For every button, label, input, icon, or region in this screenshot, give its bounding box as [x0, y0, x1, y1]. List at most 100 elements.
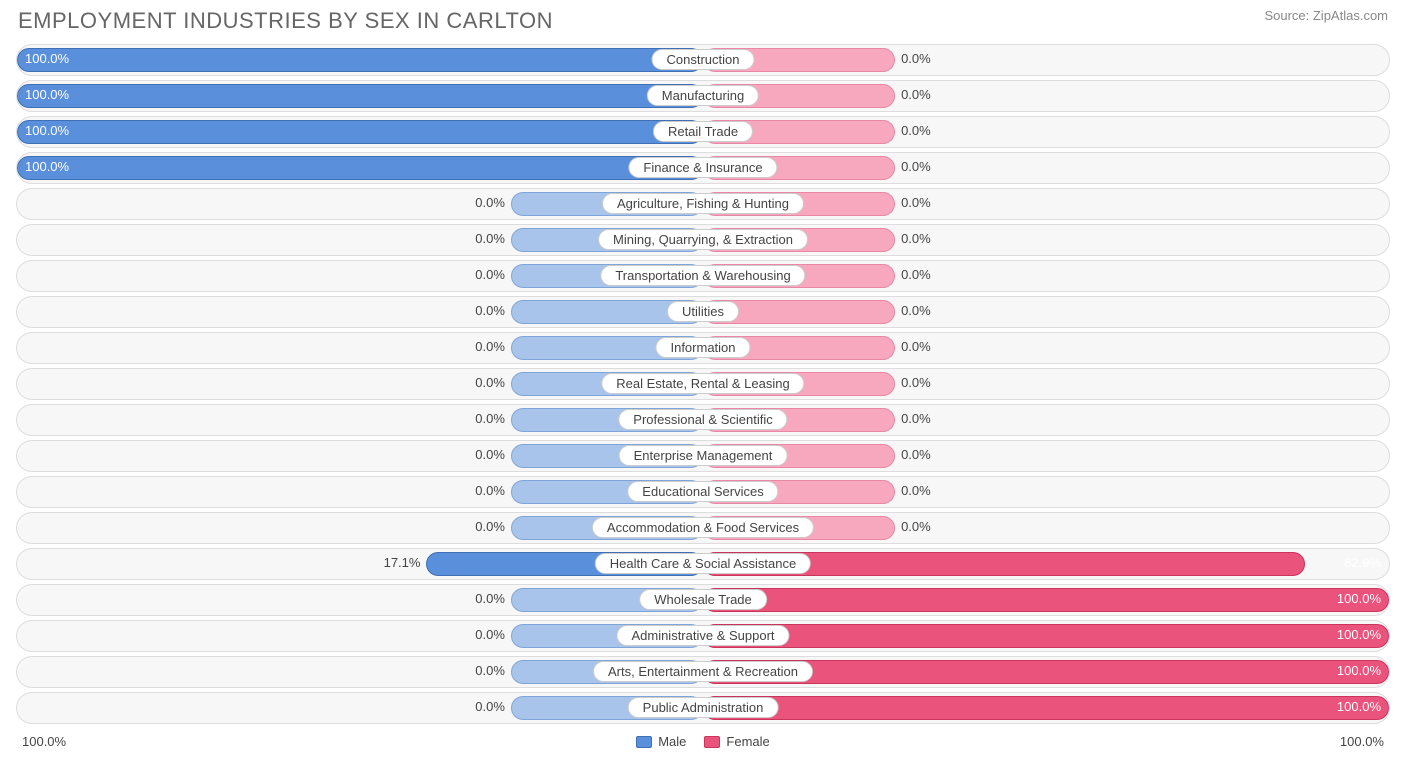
category-label: Public Administration: [628, 697, 779, 718]
female-half: 0.0%: [703, 261, 1389, 291]
chart-row: 0.0%0.0%Transportation & Warehousing: [16, 260, 1390, 292]
female-value-label: 100.0%: [1337, 663, 1381, 678]
category-label: Professional & Scientific: [618, 409, 787, 430]
female-bar: [703, 588, 1389, 612]
category-label: Information: [655, 337, 750, 358]
female-bar: [703, 624, 1389, 648]
category-label: Mining, Quarrying, & Extraction: [598, 229, 808, 250]
male-value-label: 0.0%: [475, 627, 505, 642]
male-half: 0.0%: [17, 585, 703, 615]
category-label: Administrative & Support: [616, 625, 789, 646]
female-value-label: 0.0%: [901, 519, 931, 534]
chart-row: 0.0%0.0%Real Estate, Rental & Leasing: [16, 368, 1390, 400]
chart-row: 0.0% 0.0% Accommodation & Food Services: [16, 512, 1390, 544]
diverging-bar-chart: 100.0%0.0%Construction100.0%0.0%Manufact…: [12, 44, 1394, 724]
male-value-label: 0.0%: [475, 591, 505, 606]
male-half: 100.0%: [17, 117, 703, 147]
female-value-label: 0.0%: [901, 159, 931, 174]
male-value-label: 0.0%: [475, 375, 505, 390]
male-bar: [17, 48, 703, 72]
category-label: Construction: [652, 49, 755, 70]
female-value-label: 0.0%: [901, 447, 931, 462]
category-label: Transportation & Warehousing: [600, 265, 805, 286]
male-half: 0.0%: [17, 477, 703, 507]
legend-male: Male: [636, 734, 686, 749]
chart-row: 100.0%0.0%Manufacturing: [16, 80, 1390, 112]
male-value-label: 0.0%: [475, 267, 505, 282]
chart-row: 0.0% 0.0% Mining, Quarrying, & Extraction: [16, 224, 1390, 256]
chart-row: 0.0%100.0%Arts, Entertainment & Recreati…: [16, 656, 1390, 688]
chart-row: 100.0% 0.0% Retail Trade: [16, 116, 1390, 148]
female-value-label: 0.0%: [901, 231, 931, 246]
male-half: 0.0%: [17, 405, 703, 435]
female-half: 0.0%: [703, 189, 1389, 219]
female-half: 0.0%: [703, 81, 1389, 111]
female-half: 0.0%: [703, 297, 1389, 327]
female-value-label: 100.0%: [1337, 627, 1381, 642]
male-value-label: 0.0%: [475, 519, 505, 534]
category-label: Accommodation & Food Services: [592, 517, 814, 538]
male-bar: [17, 156, 703, 180]
male-value-label: 0.0%: [475, 231, 505, 246]
female-value-label: 100.0%: [1337, 699, 1381, 714]
female-half: 0.0%: [703, 45, 1389, 75]
chart-row: 0.0% 0.0% Professional & Scientific: [16, 404, 1390, 436]
male-bar: [17, 120, 703, 144]
legend-female-label: Female: [726, 734, 769, 749]
female-value-label: 0.0%: [901, 195, 931, 210]
female-value-label: 0.0%: [901, 483, 931, 498]
category-label: Enterprise Management: [619, 445, 788, 466]
male-bar: [17, 84, 703, 108]
female-value-label: 100.0%: [1337, 591, 1381, 606]
male-value-label: 0.0%: [475, 447, 505, 462]
female-value-label: 0.0%: [901, 123, 931, 138]
chart-row: 100.0%0.0%Finance & Insurance: [16, 152, 1390, 184]
category-label: Real Estate, Rental & Leasing: [601, 373, 804, 394]
female-half: 100.0%: [703, 585, 1389, 615]
male-value-label: 0.0%: [475, 339, 505, 354]
female-swatch-icon: [704, 736, 720, 748]
chart-footer: 100.0% Male Female 100.0%: [12, 728, 1394, 749]
category-label: Arts, Entertainment & Recreation: [593, 661, 813, 682]
axis-left-label: 100.0%: [22, 734, 66, 749]
male-value-label: 0.0%: [475, 303, 505, 318]
female-value-label: 0.0%: [901, 411, 931, 426]
chart-row: 0.0% 100.0% Public Administration: [16, 692, 1390, 724]
female-half: 0.0%: [703, 333, 1389, 363]
male-half: 0.0%: [17, 441, 703, 471]
female-value-label: 0.0%: [901, 51, 931, 66]
female-value-label: 82.9%: [1344, 555, 1381, 570]
male-half: 0.0%: [17, 189, 703, 219]
female-value-label: 0.0%: [901, 87, 931, 102]
category-label: Agriculture, Fishing & Hunting: [602, 193, 804, 214]
male-value-label: 17.1%: [384, 555, 421, 570]
male-value-label: 100.0%: [25, 51, 69, 66]
male-half: 0.0%: [17, 369, 703, 399]
female-value-label: 0.0%: [901, 303, 931, 318]
female-bar: [703, 696, 1389, 720]
female-half: 0.0%: [703, 369, 1389, 399]
male-half: 0.0%: [17, 297, 703, 327]
chart-row: 0.0% 0.0% Enterprise Management: [16, 440, 1390, 472]
male-half: 0.0%: [17, 693, 703, 723]
chart-source: Source: ZipAtlas.com: [1264, 8, 1388, 23]
female-half: 100.0%: [703, 621, 1389, 651]
chart-row: 0.0% 100.0% Administrative & Support: [16, 620, 1390, 652]
male-half: 0.0%: [17, 621, 703, 651]
female-half: 0.0%: [703, 117, 1389, 147]
male-half: 0.0%: [17, 333, 703, 363]
male-swatch-icon: [636, 736, 652, 748]
legend: Male Female: [636, 734, 770, 749]
category-label: Educational Services: [627, 481, 778, 502]
legend-female: Female: [704, 734, 769, 749]
male-value-label: 0.0%: [475, 483, 505, 498]
male-value-label: 0.0%: [475, 411, 505, 426]
category-label: Retail Trade: [653, 121, 753, 142]
male-half: 100.0%: [17, 81, 703, 111]
male-value-label: 100.0%: [25, 123, 69, 138]
chart-row: 0.0% 0.0% Educational Services: [16, 476, 1390, 508]
male-value-label: 0.0%: [475, 195, 505, 210]
male-value-label: 100.0%: [25, 159, 69, 174]
axis-right-label: 100.0%: [1340, 734, 1384, 749]
female-half: 0.0%: [703, 405, 1389, 435]
